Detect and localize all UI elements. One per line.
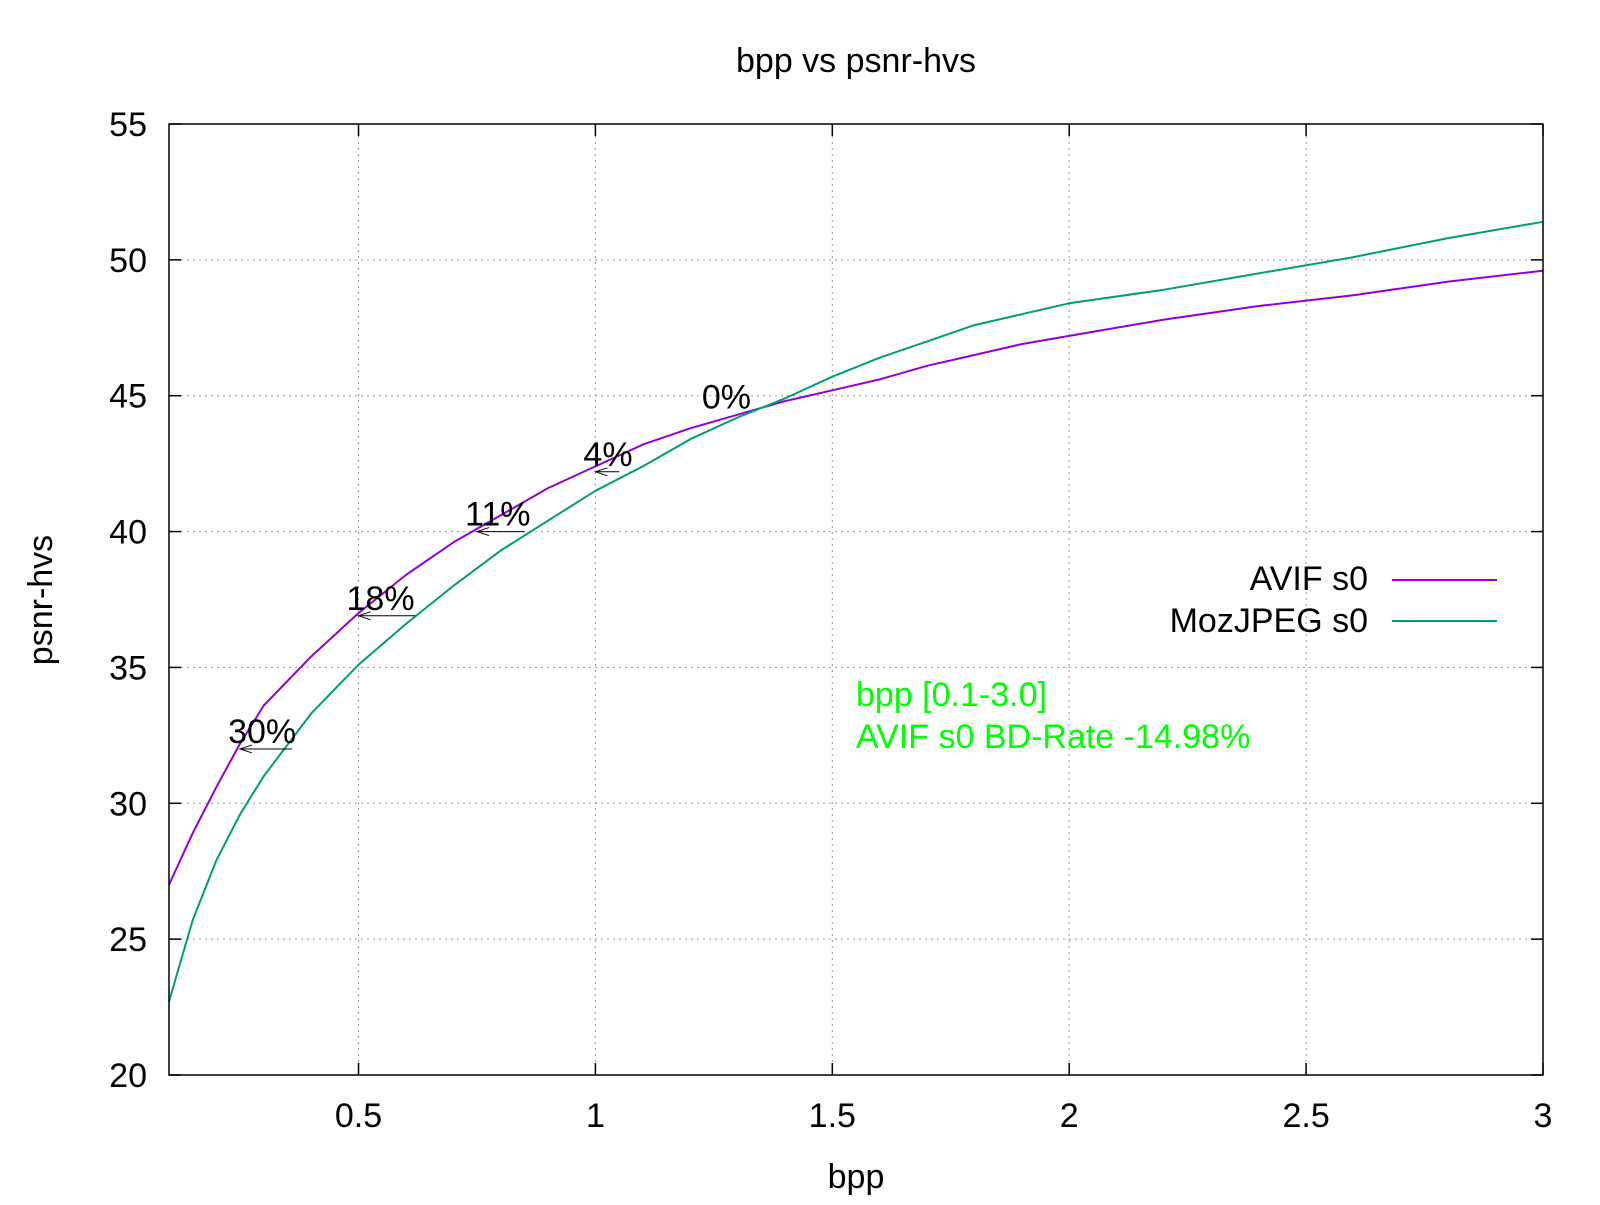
- y-tick-label: 40: [109, 514, 147, 552]
- annotation-arrow-head: [593, 467, 608, 477]
- legend-label-mozjpeg: MozJPEG s0: [1170, 602, 1368, 640]
- x-tick-label: 2: [1060, 1097, 1079, 1135]
- y-tick-label: 45: [109, 378, 147, 416]
- bd-rate-value-text: AVIF s0 BD-Rate -14.98%: [856, 718, 1250, 756]
- x-tick-label: 3: [1534, 1097, 1553, 1135]
- plot-frame: [168, 123, 1544, 1076]
- annotation-label: 11%: [465, 496, 531, 534]
- legend: AVIF s0 MozJPEG s0: [1170, 560, 1497, 640]
- y-axis-label: psnr-hvs: [22, 535, 60, 665]
- annotation-label: 0%: [702, 379, 751, 417]
- x-tick-label: 1: [586, 1097, 605, 1135]
- x-tick-label: 2.5: [1282, 1097, 1329, 1135]
- annotation-arrow-head: [475, 527, 490, 537]
- x-axis-label: bpp: [828, 1158, 885, 1196]
- y-tick-label: 25: [109, 921, 147, 959]
- chart-title: bpp vs psnr-hvs: [736, 42, 976, 80]
- y-tick-label: 30: [109, 785, 147, 823]
- axis-ticks: 20 25 30 35 40 45 50 55 0.5 1 1.5 2 2.5 3: [109, 106, 1552, 1135]
- series-line-avif: [168, 269, 1544, 886]
- annotation-arrow-head: [238, 744, 253, 754]
- x-tick-label: 0.5: [335, 1097, 382, 1135]
- annotation-label: 4%: [583, 436, 632, 474]
- annotation-label: 18%: [347, 580, 415, 618]
- annotations: 30% 18% 11% 4% 0%: [228, 379, 751, 754]
- bd-rate-range-text: bpp [0.1-3.0]: [856, 676, 1047, 714]
- x-tick-label: 1.5: [809, 1097, 856, 1135]
- legend-label-avif: AVIF s0: [1250, 560, 1368, 598]
- grid: [169, 124, 1543, 1075]
- y-tick-label: 55: [109, 106, 147, 144]
- series-layer: [168, 220, 1544, 1002]
- y-tick-label: 50: [109, 242, 147, 280]
- annotation-arrow-head: [356, 611, 371, 621]
- annotation-label: 30%: [228, 713, 296, 751]
- y-tick-label: 35: [109, 649, 147, 687]
- series-line-mozjpeg: [168, 220, 1544, 1002]
- y-tick-label: 20: [109, 1057, 147, 1095]
